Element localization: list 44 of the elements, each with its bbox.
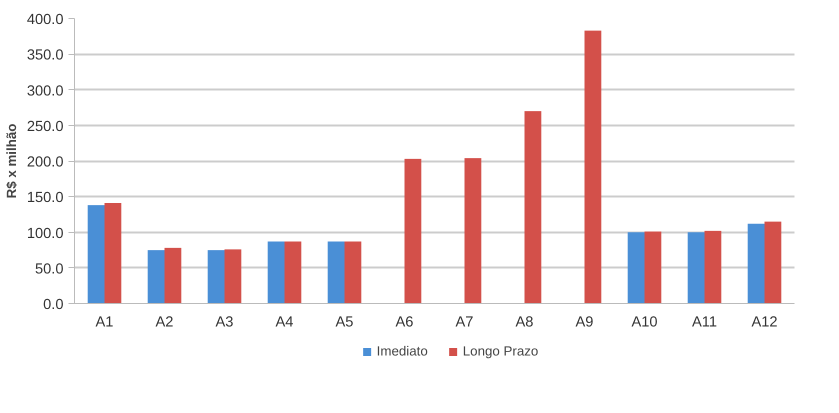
bar [268,242,284,304]
bar [628,232,644,304]
bar [524,111,542,304]
bar [284,242,302,304]
bar [688,232,704,304]
y-tick-label: 350.0 [26,48,64,64]
x-tick-label: A5 [336,314,354,330]
bar [148,250,164,304]
y-tick-label: 200.0 [26,154,64,170]
bar [764,222,782,304]
x-tick-label: A6 [396,314,414,330]
bar [104,203,122,304]
x-tick-label: A1 [96,314,114,330]
x-tick-label: A10 [631,314,658,330]
bar [584,30,602,304]
x-tick-label: A7 [456,314,474,330]
x-tick-label: A9 [576,314,594,330]
bar [344,242,362,304]
bar [644,232,662,304]
x-tick-label: A8 [516,314,534,330]
x-tick-label: A4 [276,314,294,330]
bar [208,250,224,304]
bar [404,158,422,304]
y-tick-label: 100.0 [26,226,64,242]
y-axis-title: R$ x milhão [4,124,19,198]
x-tick-label: A12 [751,314,778,330]
y-tick-label: 0.0 [43,297,64,313]
bar [464,158,482,304]
y-tick-label: 50.0 [34,261,64,278]
legend-label: Imediato [376,344,428,358]
bar [164,248,182,304]
y-tick-label: 300.0 [26,83,64,100]
x-tick-label: A2 [156,314,174,330]
legend-label: Longo Prazo [462,344,538,358]
bar [328,242,344,304]
bar [704,230,722,304]
x-tick-label: A3 [216,314,234,330]
y-tick-label: 400.0 [26,12,64,28]
y-tick-label: 250.0 [26,118,64,135]
bar [748,224,764,304]
bar [88,205,104,304]
bar [224,249,242,304]
x-tick-label: A11 [692,314,718,330]
y-tick-label: 150.0 [26,190,64,206]
